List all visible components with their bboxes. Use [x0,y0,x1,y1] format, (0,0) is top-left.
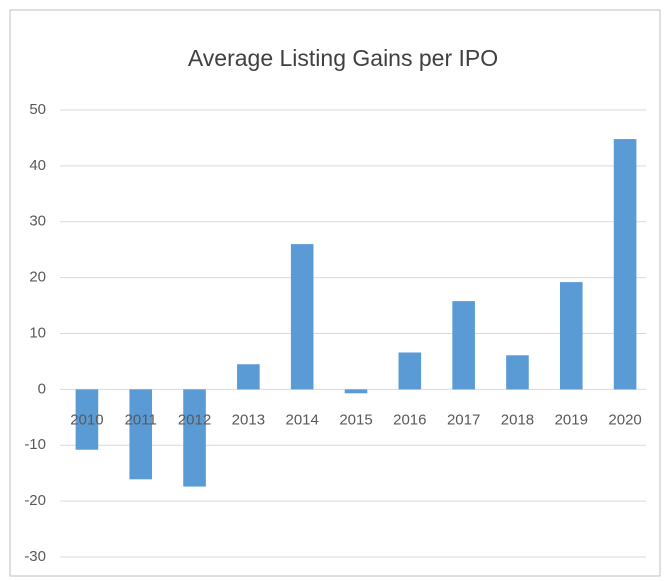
x-tick-label: 2013 [232,411,265,428]
x-tick-label: 2016 [393,411,426,428]
x-tick-label: 2019 [555,411,588,428]
chart-title: Average Listing Gains per IPO [188,45,498,71]
bar [237,364,260,390]
x-tick-label: 2010 [70,411,103,428]
bar [506,355,529,390]
bar [398,352,422,390]
bar [183,389,206,487]
y-tick-label: 0 [38,380,46,397]
y-tick-label: 40 [29,157,46,174]
x-tick-label: 2011 [125,411,157,428]
x-tick-label: 2012 [178,411,211,428]
bar [344,389,368,394]
y-tick-label: 10 [29,324,46,341]
y-tick-label: -10 [24,436,46,453]
bar [613,139,637,390]
y-tick-label: -20 [24,492,46,509]
x-tick-label: 2018 [501,411,534,428]
x-tick-label: 2015 [339,411,372,428]
y-tick-label: 30 [29,213,46,230]
bar [559,282,583,390]
y-tick-label: -30 [24,548,46,565]
x-tick-label: 2014 [285,411,318,428]
bar [452,301,475,390]
chart-frame [9,9,661,577]
bar [290,244,314,390]
bar [129,389,153,480]
x-tick-label: 2020 [608,411,641,428]
x-tick-label: 2017 [447,411,480,428]
y-tick-label: 20 [29,269,46,286]
y-tick-label: 50 [29,101,46,118]
bar [75,389,99,450]
